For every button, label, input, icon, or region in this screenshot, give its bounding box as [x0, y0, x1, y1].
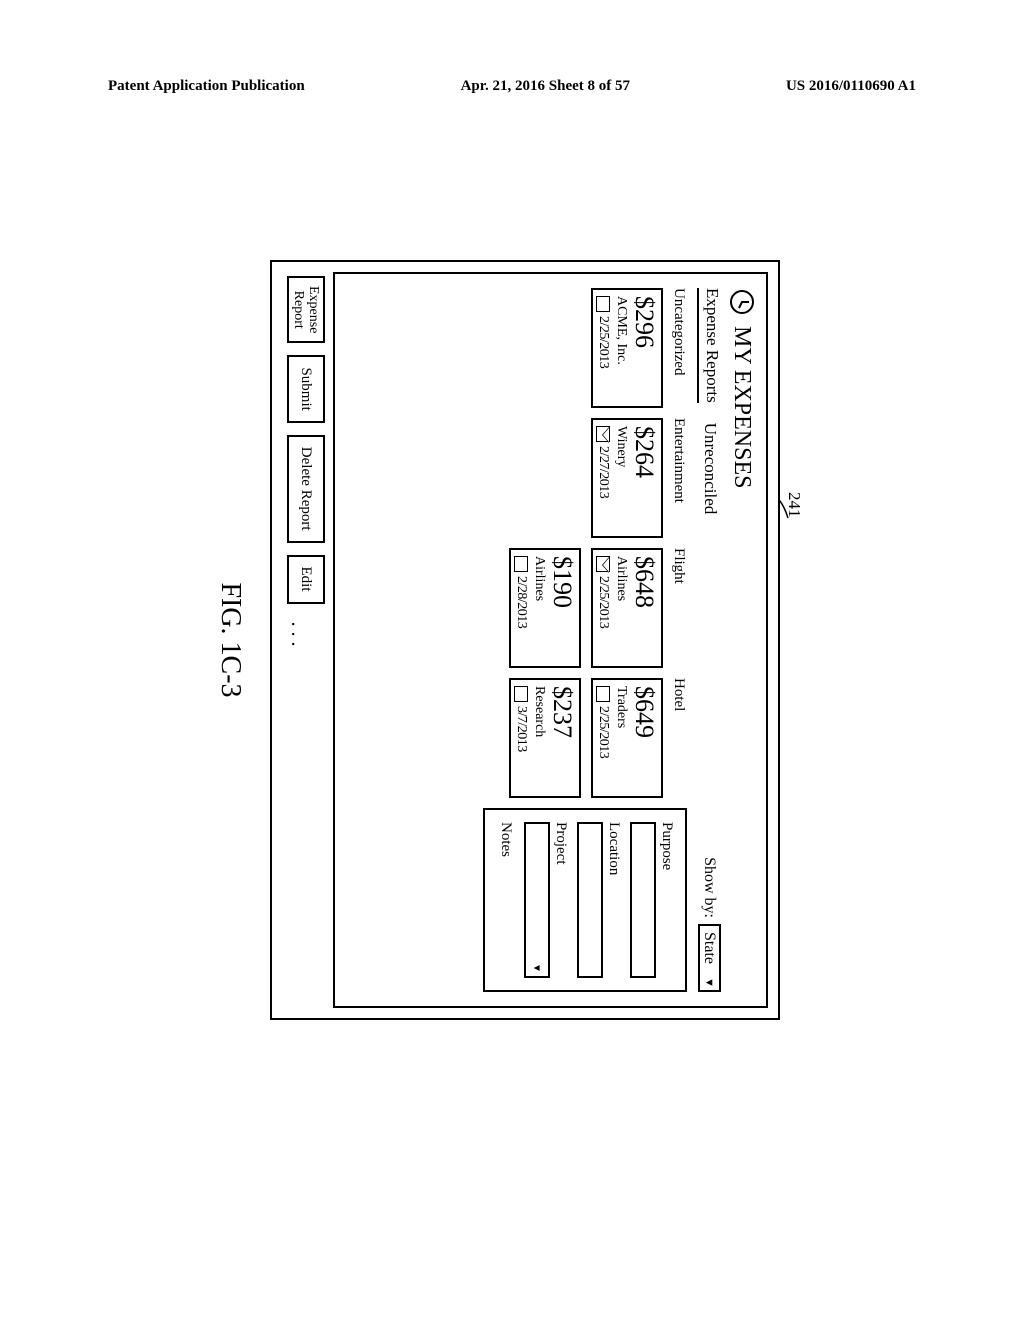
device-outline: MY EXPENSES Expense Reports Unreconciled… [270, 260, 780, 1020]
label-project: Project [552, 822, 569, 978]
card-amount: $648 [631, 556, 657, 660]
label-notes: Notes [497, 822, 514, 978]
card-date-row: 2/25/2013 [595, 296, 611, 400]
card-amount: $296 [631, 296, 657, 400]
card-date: 2/25/2013 [595, 316, 611, 368]
clock-icon [728, 288, 756, 316]
cat-label: Entertainment [669, 418, 687, 538]
card-date-row: 2/25/2013 [595, 556, 611, 660]
card-vendor: Airlines [531, 556, 547, 660]
form-row-notes: Notes [497, 822, 516, 978]
card-date-row: 3/7/2013 [513, 686, 529, 790]
card-vendor: Airlines [613, 556, 629, 660]
show-by-label: Show by: [701, 857, 719, 918]
page-header: Patent Application Publication Apr. 21, … [108, 78, 916, 95]
header-center: Apr. 21, 2016 Sheet 8 of 57 [461, 78, 630, 95]
columns: Uncategorized $296 ACME, Inc. 2/25/2013 [483, 288, 687, 992]
label-location: Location [605, 822, 622, 978]
receipt-box-icon [514, 686, 528, 702]
figure-rotated: 241 238 240 231 295 280 280 280 280 [220, 250, 800, 1030]
header-left: Patent Application Publication [108, 78, 305, 95]
cat-label: Hotel [669, 678, 687, 798]
btn-label: Delete Report [298, 447, 315, 531]
input-purpose[interactable] [630, 822, 656, 978]
expense-card[interactable]: $264 Winery 2/27/2013 [591, 418, 663, 538]
col-uncategorized: Uncategorized $296 ACME, Inc. 2/25/2013 [581, 288, 687, 408]
card-vendor: Traders [613, 686, 629, 790]
tabs: Expense Reports Unreconciled [697, 288, 722, 514]
expense-card[interactable]: $296 ACME, Inc. 2/25/2013 [591, 288, 663, 408]
card-vendor: Research [531, 686, 547, 790]
expense-report-button[interactable]: Expense Report [287, 276, 325, 343]
header-right: US 2016/0110690 A1 [786, 78, 916, 95]
card-date: 2/27/2013 [595, 446, 611, 498]
card-date: 2/25/2013 [595, 576, 611, 628]
card-amount: $649 [631, 686, 657, 790]
card-date: 3/7/2013 [513, 706, 529, 752]
expense-card[interactable]: $237 Research 3/7/2013 [509, 678, 581, 798]
figure-caption: FIG. 1C-3 [214, 582, 246, 697]
expense-card[interactable]: $649 Traders 2/25/2013 [591, 678, 663, 798]
card-amount: $190 [549, 556, 575, 660]
card-date: 2/28/2013 [513, 576, 529, 628]
card-date: 2/25/2013 [595, 706, 611, 758]
card-date-row: 2/27/2013 [595, 426, 611, 530]
show-by: Show by: State ▼ [701, 857, 719, 992]
envelope-icon [596, 426, 610, 442]
input-location[interactable] [577, 822, 603, 978]
show-by-select[interactable]: State ▼ [701, 924, 719, 992]
col-hotel: Hotel $649 Traders 2/25/2013 $237 [499, 678, 687, 798]
expense-card[interactable]: $648 Airlines 2/25/2013 [591, 548, 663, 668]
figure-frame: 241 238 240 231 295 280 280 280 280 [220, 250, 800, 1030]
form-row-purpose: Purpose [630, 822, 675, 978]
bottom-bar: Expense Report Submit Delete Report Edit… [282, 272, 330, 1008]
cat-label: Uncategorized [669, 288, 687, 408]
btn-label: Expense Report [291, 286, 322, 333]
more-dots: . . . [282, 622, 309, 647]
receipt-box-icon [514, 556, 528, 572]
card-date-row: 2/28/2013 [513, 556, 529, 660]
card-vendor: ACME, Inc. [613, 296, 629, 400]
col-flight: Flight $648 Airlines 2/25/2013 $190 [499, 548, 687, 668]
envelope-icon [596, 556, 610, 572]
screen-title: MY EXPENSES [729, 326, 756, 488]
cat-label: Flight [669, 548, 687, 668]
submit-button[interactable]: Submit [287, 355, 325, 422]
title-row: MY EXPENSES [728, 288, 756, 992]
select-project[interactable] [524, 822, 550, 978]
edit-button[interactable]: Edit [287, 555, 325, 604]
card-vendor: Winery [613, 426, 629, 530]
detail-form: Purpose Location Project [483, 808, 687, 992]
tab-expense-reports[interactable]: Expense Reports [697, 288, 722, 403]
form-row-project: Project [524, 822, 569, 978]
label-purpose: Purpose [658, 822, 675, 978]
card-amount: $264 [631, 426, 657, 530]
receipt-box-icon [596, 296, 610, 312]
card-date-row: 2/25/2013 [595, 686, 611, 790]
form-row-location: Location [577, 822, 622, 978]
col-entertainment: Entertainment $264 Winery 2/27/2013 [581, 418, 687, 538]
delete-report-button[interactable]: Delete Report [287, 435, 325, 543]
screen: MY EXPENSES Expense Reports Unreconciled… [333, 272, 768, 1008]
btn-label: Submit [298, 367, 315, 410]
tab-unreconciled[interactable]: Unreconciled [697, 423, 720, 515]
page: Patent Application Publication Apr. 21, … [0, 0, 1024, 1320]
show-by-value: State [699, 924, 722, 992]
btn-label: Edit [298, 567, 315, 592]
expense-card[interactable]: $190 Airlines 2/28/2013 [509, 548, 581, 668]
tabs-row: Expense Reports Unreconciled Show by: St… [697, 288, 722, 992]
card-amount: $237 [549, 686, 575, 790]
receipt-box-icon [596, 686, 610, 702]
